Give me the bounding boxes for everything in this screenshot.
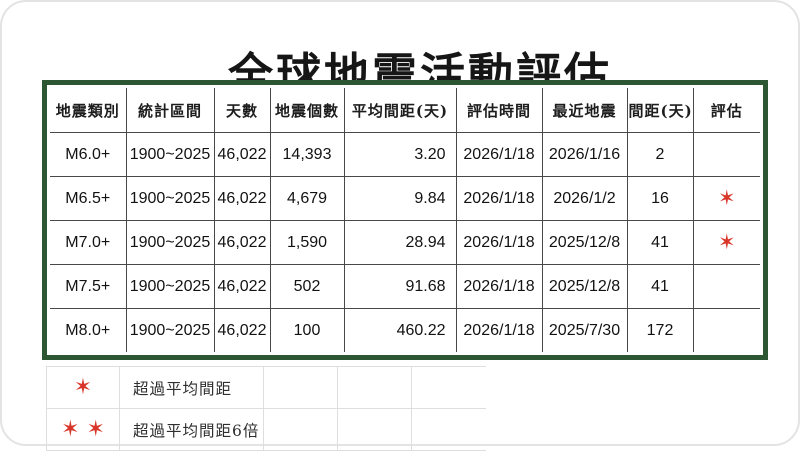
cell-avg_interval: 9.84 bbox=[343, 176, 457, 221]
cell-count: 100 bbox=[269, 308, 345, 352]
star-icon: ✶ bbox=[717, 186, 736, 210]
cell-eval_time: 2026/1/18 bbox=[455, 220, 543, 265]
table-row: M7.5+ 1900~2025 46,022 502 91.68 2026/1/18 202… bbox=[50, 264, 760, 309]
legend-empty-cell bbox=[264, 409, 338, 450]
legend-empty-cell bbox=[338, 409, 412, 450]
cell-period: 1900~2025 bbox=[125, 264, 215, 309]
cell-category: M6.0+ bbox=[50, 132, 127, 177]
legend-label: 超過平均間距6倍 bbox=[120, 409, 264, 450]
cell-count: 14,393 bbox=[269, 132, 345, 177]
cell-eval_time: 2026/1/18 bbox=[455, 308, 543, 352]
cell-interval: 2 bbox=[626, 132, 694, 177]
cell-count: 502 bbox=[269, 264, 345, 309]
cell-avg_interval: 91.68 bbox=[343, 264, 457, 309]
cell-period: 1900~2025 bbox=[125, 220, 215, 265]
legend: ✶ 超過平均間距 ✶ ✶ 超過平均間距6倍 bbox=[46, 366, 486, 451]
cell-category: M7.0+ bbox=[50, 220, 127, 265]
cell-assessment bbox=[692, 308, 760, 352]
table-row: M8.0+ 1900~2025 46,022 100 460.22 2026/1/18 20… bbox=[50, 308, 760, 352]
cell-category: M6.5+ bbox=[50, 176, 127, 221]
column-header-2: 天數 bbox=[213, 88, 271, 133]
legend-empty-cell bbox=[264, 367, 338, 408]
cell-interval: 41 bbox=[626, 264, 694, 309]
cell-assessment bbox=[692, 132, 760, 177]
cell-avg_interval: 3.20 bbox=[343, 132, 457, 177]
earthquake-assessment-table: 地震類別 統計區間 天數 地震個數 平均間距(天) 評估時間 最近地震 間距(天) 評估 M6.… bbox=[42, 80, 768, 360]
cell-days: 46,022 bbox=[213, 308, 271, 352]
cell-eval_time: 2026/1/18 bbox=[455, 132, 543, 177]
cell-assessment bbox=[692, 264, 760, 309]
cell-category: M7.5+ bbox=[50, 264, 127, 309]
star-icon: ✶ bbox=[73, 374, 93, 400]
table-row: M6.5+ 1900~2025 46,022 4,679 9.84 2026/1/18 20… bbox=[50, 176, 760, 221]
legend-star-cell: ✶ bbox=[46, 367, 120, 408]
cell-avg_interval: 460.22 bbox=[343, 308, 457, 352]
cell-interval: 41 bbox=[626, 220, 694, 265]
header-row: 地震類別 統計區間 天數 地震個數 平均間距(天) 評估時間 最近地震 間距(天) 評估 bbox=[50, 88, 760, 133]
cell-avg_interval: 28.94 bbox=[343, 220, 457, 265]
legend-label: 超過平均間距 bbox=[120, 367, 264, 408]
cell-last_quake: 2025/12/8 bbox=[541, 220, 628, 265]
cell-last_quake: 2026/1/2 bbox=[541, 176, 628, 221]
legend-row: ✶ ✶ 超過平均間距6倍 bbox=[46, 409, 486, 451]
star-icon: ✶ bbox=[61, 416, 80, 442]
legend-row: ✶ 超過平均間距 bbox=[46, 366, 486, 409]
cell-eval_time: 2026/1/18 bbox=[455, 176, 543, 221]
data-table: 地震類別 統計區間 天數 地震個數 平均間距(天) 評估時間 最近地震 間距(天) 評估 M6.… bbox=[50, 88, 760, 352]
cell-interval: 16 bbox=[626, 176, 694, 221]
cell-days: 46,022 bbox=[213, 132, 271, 177]
legend-star-cell: ✶ ✶ bbox=[46, 409, 120, 450]
cell-eval_time: 2026/1/18 bbox=[455, 264, 543, 309]
cell-interval: 172 bbox=[626, 308, 694, 352]
star-icon: ✶ bbox=[86, 416, 105, 442]
table-row: M7.0+ 1900~2025 46,022 1,590 28.94 2026/1/18 2… bbox=[50, 220, 760, 265]
column-header-7: 間距(天) bbox=[626, 88, 694, 133]
column-header-8: 評估 bbox=[692, 88, 760, 133]
cell-days: 46,022 bbox=[213, 220, 271, 265]
cell-period: 1900~2025 bbox=[125, 308, 215, 352]
cell-last_quake: 2025/12/8 bbox=[541, 264, 628, 309]
column-header-1: 統計區間 bbox=[125, 88, 215, 133]
cell-assessment: ✶ bbox=[692, 220, 760, 265]
cell-period: 1900~2025 bbox=[125, 132, 215, 177]
cell-period: 1900~2025 bbox=[125, 176, 215, 221]
legend-empty-cell bbox=[338, 367, 412, 408]
cell-days: 46,022 bbox=[213, 264, 271, 309]
column-header-0: 地震類別 bbox=[50, 88, 127, 133]
cell-count: 1,590 bbox=[269, 220, 345, 265]
cell-count: 4,679 bbox=[269, 176, 345, 221]
cell-category: M8.0+ bbox=[50, 308, 127, 352]
cell-days: 46,022 bbox=[213, 176, 271, 221]
table-row: M6.0+ 1900~2025 46,022 14,393 3.20 2026/1/18 2… bbox=[50, 132, 760, 177]
cell-assessment: ✶ bbox=[692, 176, 760, 221]
column-header-3: 地震個數 bbox=[269, 88, 345, 133]
column-header-6: 最近地震 bbox=[541, 88, 628, 133]
star-icon: ✶ bbox=[717, 230, 736, 254]
cell-last_quake: 2026/1/16 bbox=[541, 132, 628, 177]
column-header-4: 平均間距(天) bbox=[343, 88, 457, 133]
cell-last_quake: 2025/7/30 bbox=[541, 308, 628, 352]
column-header-5: 評估時間 bbox=[455, 88, 543, 133]
